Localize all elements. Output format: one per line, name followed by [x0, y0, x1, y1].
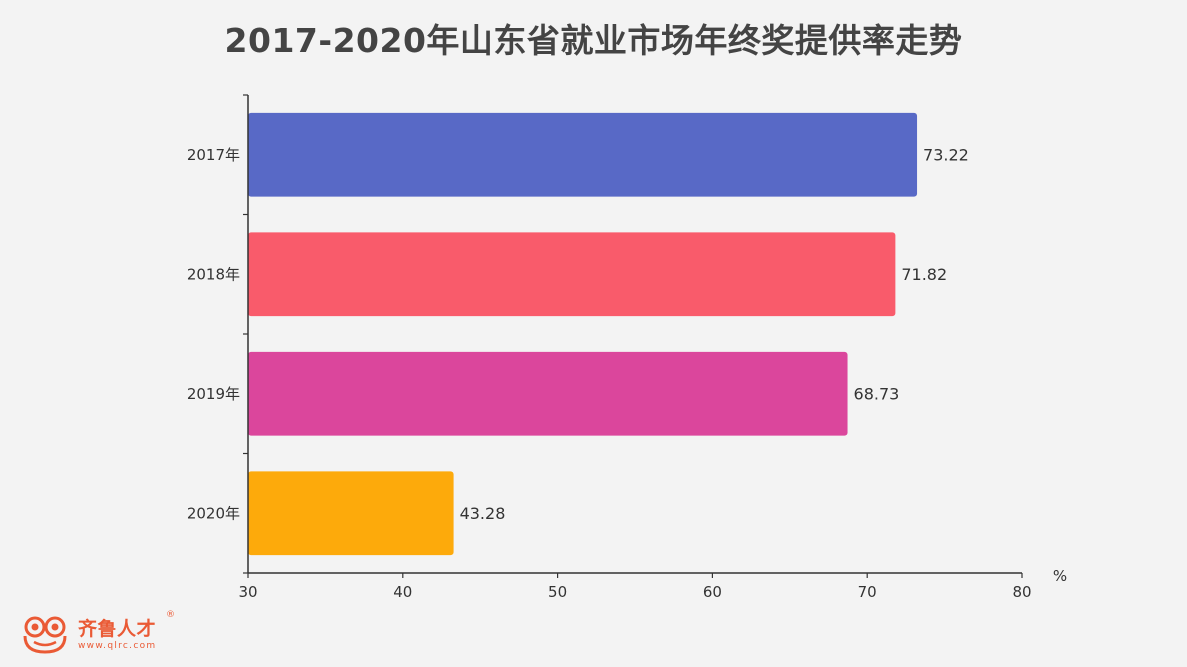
bar-1 [248, 232, 896, 317]
bar-3 [248, 471, 454, 556]
logo-name: 齐鲁人才 [78, 618, 157, 640]
y-tick-label: 2019年 [187, 385, 240, 403]
y-tick-label: 2018年 [187, 265, 240, 283]
x-tick-label: 80 [1012, 583, 1031, 601]
bars-layer: 73.22 71.82 68.73 43.28 [248, 112, 969, 556]
frog-logo-icon [23, 616, 67, 654]
logo-registered-mark: ® [166, 610, 175, 620]
bar-value-label: 73.22 [923, 145, 969, 164]
x-tick-label: 40 [393, 583, 412, 601]
x-tick-label: 50 [548, 583, 567, 601]
bar-value-label: 68.73 [854, 384, 900, 403]
x-tick-label: 70 [858, 583, 877, 601]
bar-value-label: 43.28 [460, 504, 506, 523]
x-axis-unit-label: % [1053, 567, 1067, 585]
y-tick-label: 2020年 [187, 504, 240, 522]
chart-title: 2017-2020年山东省就业市场年终奖提供率走势 [224, 21, 963, 60]
axes-layer: 2017年 2018年 2019年 2020年 30 40 50 60 70 80% [187, 94, 1067, 601]
x-tick-label: 60 [703, 583, 722, 601]
logo-url: www.qlrc.com [78, 641, 157, 651]
x-tick-label: 30 [238, 583, 257, 601]
bar-2 [248, 351, 848, 436]
bar-value-label: 71.82 [901, 265, 947, 284]
y-tick-label: 2017年 [187, 146, 240, 164]
bar-0 [248, 112, 918, 197]
brand-logo: 齐鲁人才 ® www.qlrc.com [22, 610, 192, 658]
